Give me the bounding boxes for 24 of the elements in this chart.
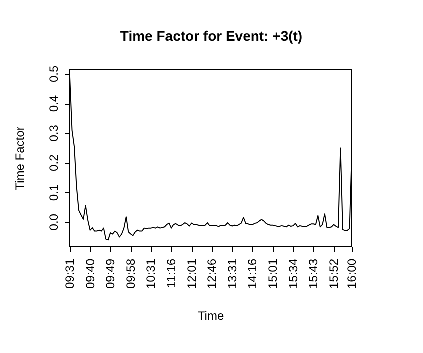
chart-title: Time Factor for Event: +3(t) [120,28,303,44]
x-axis-title: Time [198,309,224,323]
x-tick-label: 15:43 [306,258,321,290]
x-tick-label: 14:16 [246,258,260,290]
y-tick-label: 0.0 [47,214,61,231]
y-tick-label: 0.1 [47,184,61,202]
x-tick-label: 09:31 [63,258,77,290]
y-axis-title: Time Factor [13,126,27,190]
x-tick-label: 15:01 [266,258,280,290]
x-tick-label: 09:58 [124,258,138,290]
x-tick-label: 11:16 [164,258,179,288]
x-tick-label: 09:40 [83,258,98,290]
x-tick-label: 09:49 [104,258,118,290]
x-tick-label: 10:31 [144,258,158,290]
y-tick-label: 0.4 [47,95,61,112]
x-tick-label: 12:46 [205,258,220,290]
x-tick-label: 12:01 [184,258,199,290]
x-tick-label: 13:31 [225,258,240,290]
y-tick-label: 0.5 [47,65,61,82]
x-tick-label: 16:00 [345,258,359,290]
y-tick-label: 0.3 [47,124,61,142]
y-tick-label: 0.2 [47,154,61,172]
x-tick-label: 15:52 [326,258,341,290]
x-tick-label: 15:34 [286,258,300,290]
